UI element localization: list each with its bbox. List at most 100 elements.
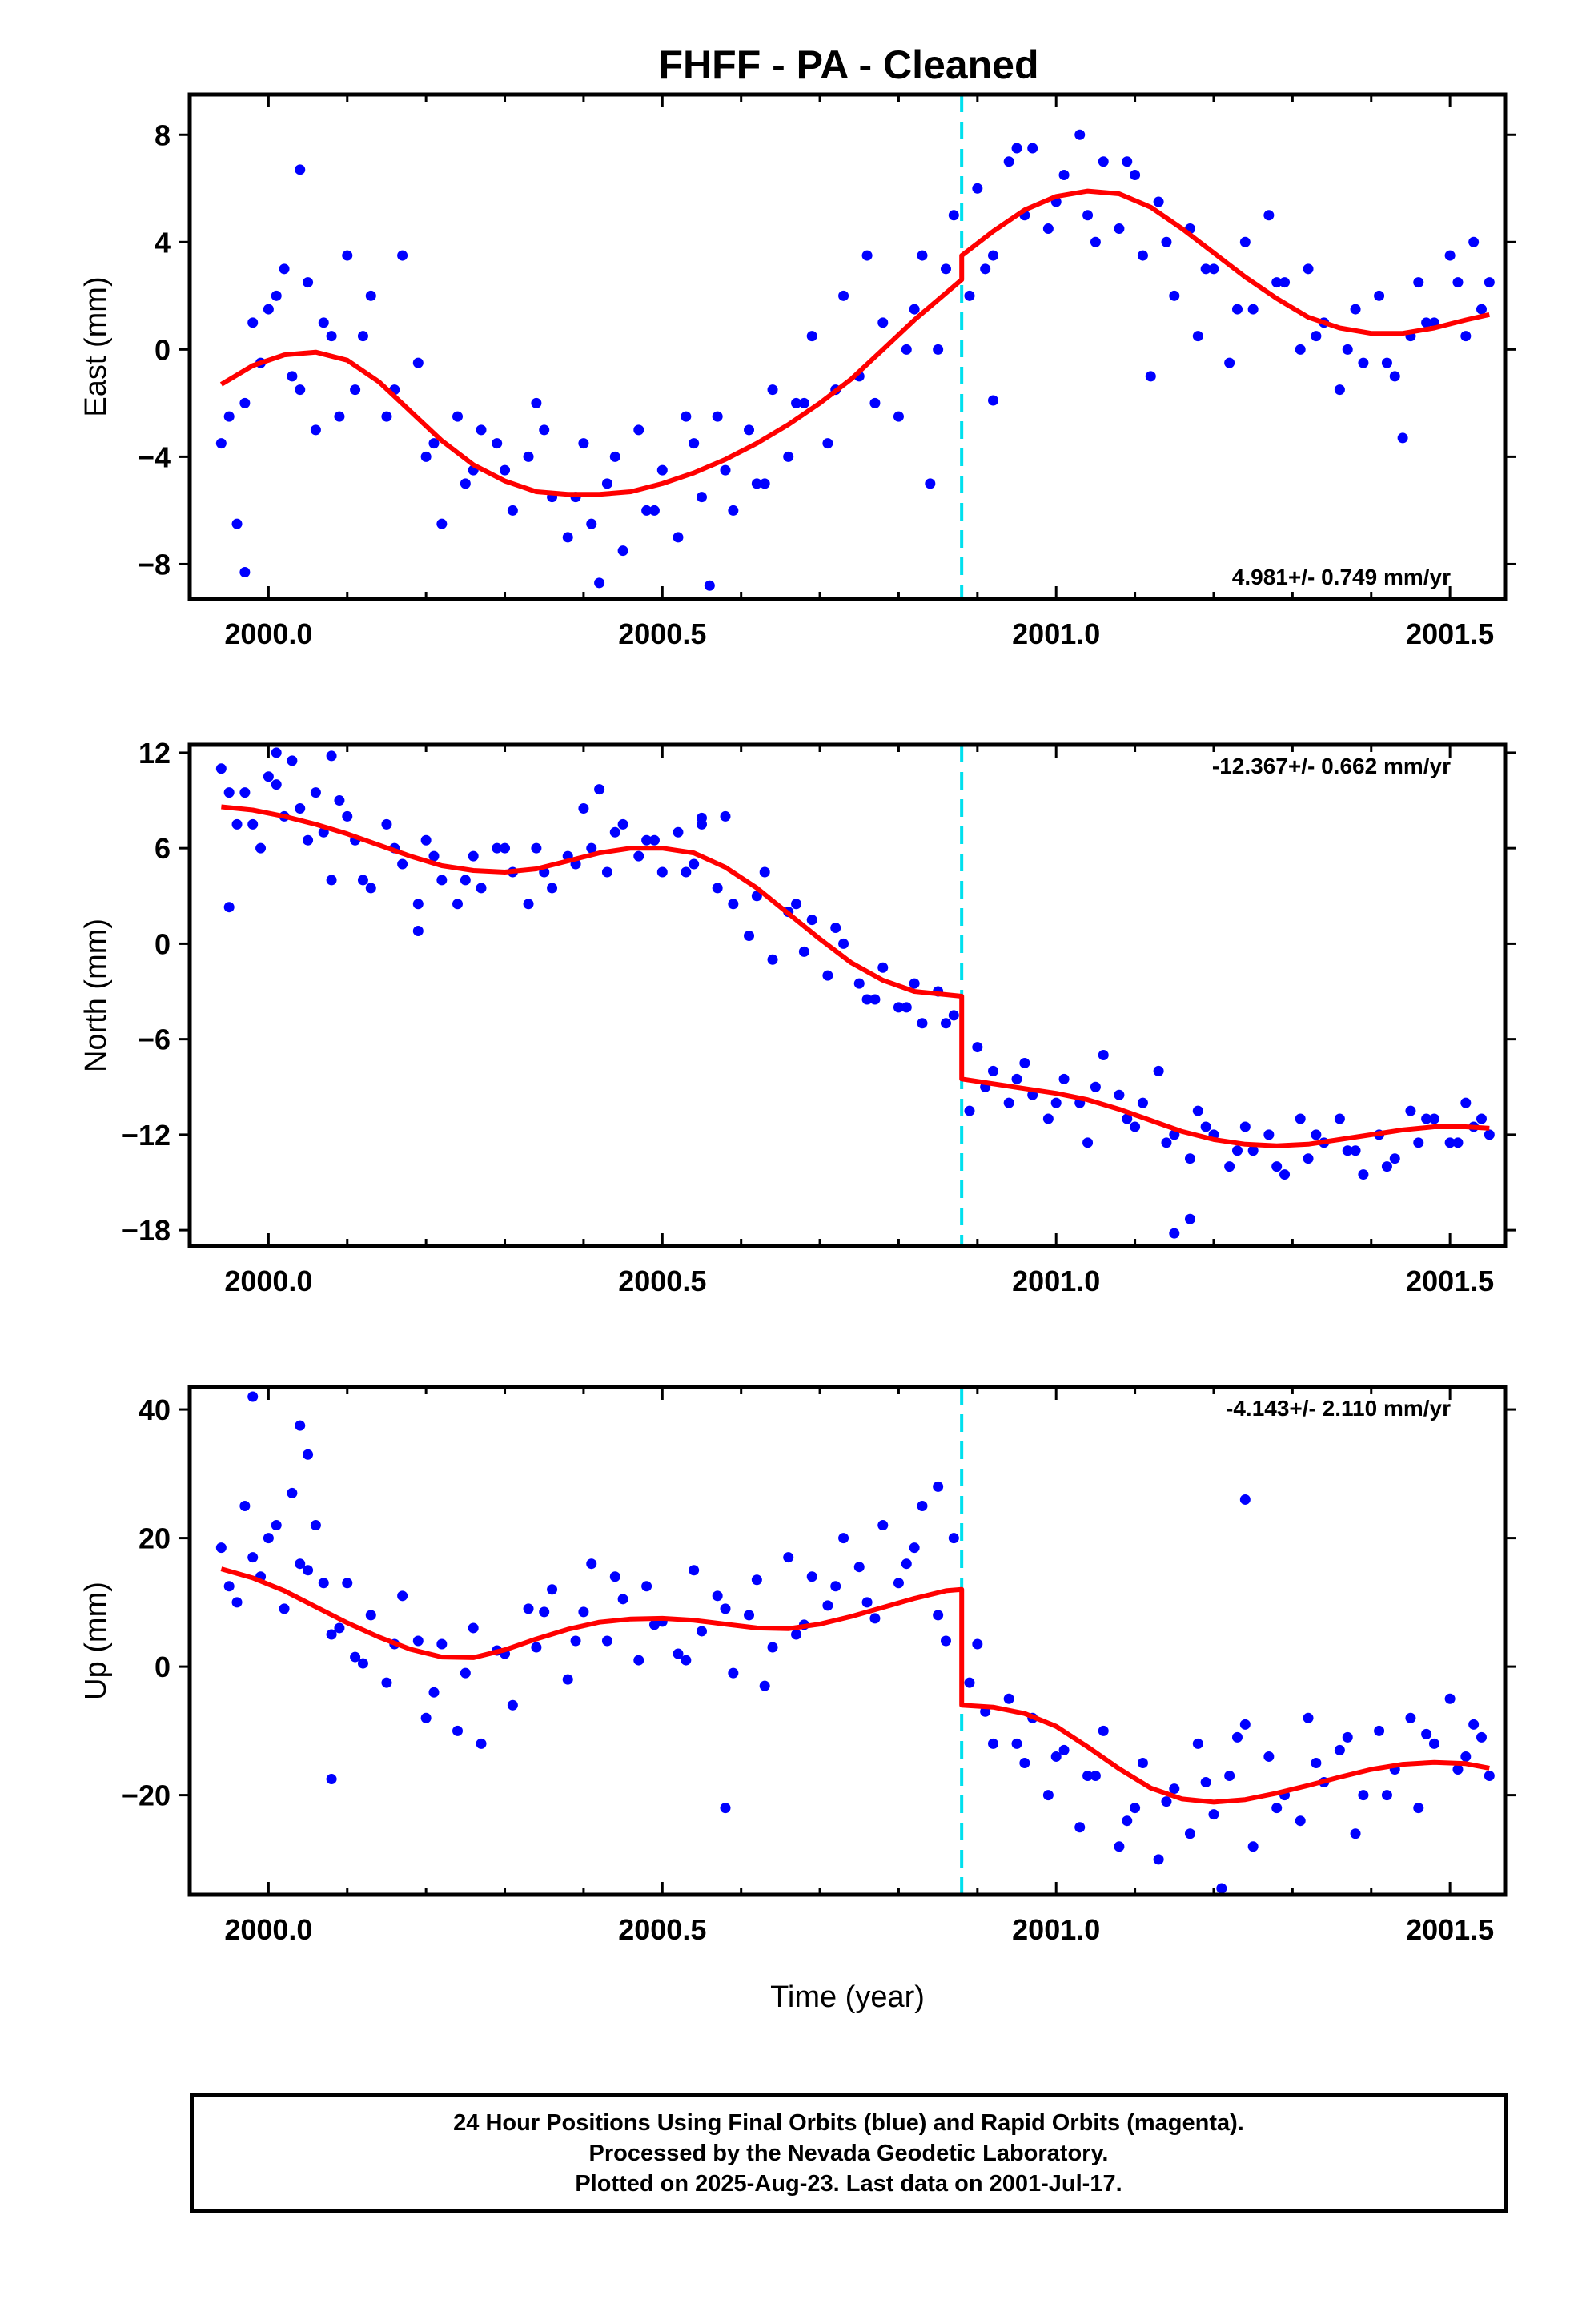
- data-point: [523, 451, 534, 462]
- data-point: [948, 1010, 959, 1021]
- data-point: [295, 164, 306, 175]
- data-point: [933, 1610, 944, 1621]
- x-tick-label: 2000.5: [618, 1913, 706, 1946]
- data-point: [1279, 1169, 1291, 1180]
- data-point: [1027, 143, 1038, 154]
- data-point: [215, 438, 227, 449]
- data-point: [476, 883, 487, 894]
- data-point: [1452, 277, 1464, 288]
- data-point: [1405, 1105, 1416, 1116]
- data-point: [342, 810, 353, 822]
- data-point: [223, 787, 235, 798]
- data-point: [215, 1542, 227, 1554]
- data-point: [420, 1712, 432, 1723]
- data-point: [656, 866, 668, 878]
- data-point: [350, 384, 361, 396]
- data-point: [1468, 1719, 1480, 1730]
- data-point: [1169, 290, 1180, 301]
- data-point: [1082, 1137, 1094, 1148]
- data-point: [1303, 1712, 1314, 1723]
- data-point: [279, 263, 290, 275]
- data-point: [452, 411, 464, 422]
- data-point: [1098, 1050, 1109, 1061]
- panel-frame: [187, 92, 1508, 601]
- data-point: [673, 532, 684, 543]
- data-point: [830, 923, 841, 934]
- figure-title: FHFF - PA - Cleaned: [659, 42, 1039, 87]
- data-point: [247, 1552, 259, 1563]
- data-point: [1019, 1757, 1030, 1768]
- panel-north: 2000.0 2000.5 2001.0 2001.5 −18 −12 −6 0 6 12 Nort…: [79, 737, 1516, 1297]
- data-point: [909, 978, 920, 989]
- data-point: [806, 1571, 817, 1582]
- data-point: [381, 818, 392, 830]
- x-tick-label: 2000.0: [224, 1913, 312, 1946]
- data-point: [1011, 1738, 1022, 1749]
- data-point: [806, 915, 817, 926]
- data-point: [877, 317, 889, 328]
- data-point: [1295, 344, 1306, 355]
- data-point: [720, 810, 731, 822]
- data-point: [1413, 1803, 1424, 1814]
- data-point: [861, 250, 873, 261]
- data-point: [1003, 1693, 1014, 1704]
- data-point: [917, 1018, 928, 1029]
- data-point: [476, 424, 487, 436]
- y-axis-label: East (mm): [79, 276, 113, 416]
- data-point: [1239, 236, 1251, 247]
- data-point: [295, 384, 306, 396]
- data-point: [1389, 1153, 1400, 1164]
- data-point: [877, 962, 889, 973]
- data-point: [988, 395, 999, 406]
- data-point: [1247, 304, 1259, 315]
- data-point: [365, 290, 376, 301]
- data-point: [1295, 1113, 1306, 1124]
- data-point: [247, 1391, 259, 1402]
- data-point: [1130, 1803, 1141, 1814]
- data-point: [728, 1667, 739, 1679]
- data-point: [1050, 1751, 1062, 1762]
- data-point: [744, 930, 755, 941]
- data-point: [1216, 1883, 1227, 1894]
- data-point: [751, 1574, 762, 1586]
- panels: 2000.0 2000.5 2001.0 2001.5 −8 −4 0 4 8 East (mm)…: [79, 92, 1516, 2014]
- data-point: [531, 397, 542, 408]
- data-point: [822, 1600, 833, 1611]
- data-point: [1381, 357, 1392, 368]
- data-point: [428, 1687, 440, 1698]
- data-point: [342, 1578, 353, 1589]
- x-tick-label: 2001.5: [1406, 1913, 1494, 1946]
- data-point: [357, 331, 368, 342]
- data-point: [869, 397, 881, 408]
- y-axis-label: Up (mm): [79, 1582, 113, 1700]
- data-point: [1334, 384, 1345, 396]
- model-curve: [219, 188, 1490, 497]
- data-point: [1169, 1228, 1180, 1239]
- data-point: [263, 771, 274, 782]
- data-point: [492, 438, 503, 449]
- data-point: [412, 899, 424, 910]
- model-curve: [221, 804, 1490, 1148]
- data-point: [223, 411, 235, 422]
- data-point: [1137, 250, 1148, 261]
- data-point: [1082, 1771, 1094, 1782]
- data-point: [507, 505, 518, 516]
- data-point: [1271, 1803, 1283, 1814]
- y-tick-label: −18: [122, 1214, 171, 1247]
- data-point: [822, 970, 833, 981]
- data-point: [1184, 1213, 1195, 1224]
- data-point: [586, 518, 597, 529]
- data-point: [759, 866, 770, 878]
- data-point: [255, 842, 267, 854]
- data-point: [909, 304, 920, 315]
- y-tick-label: 0: [155, 333, 171, 366]
- panel-east: 2000.0 2000.5 2001.0 2001.5 −8 −4 0 4 8 East (mm)…: [79, 92, 1516, 650]
- data-point: [1224, 1161, 1235, 1172]
- data-point: [420, 451, 432, 462]
- data-point: [1130, 170, 1141, 181]
- x-axis-label: Time (year): [770, 1980, 925, 2014]
- data-point: [681, 866, 692, 878]
- data-point: [326, 875, 337, 886]
- data-point: [759, 478, 770, 489]
